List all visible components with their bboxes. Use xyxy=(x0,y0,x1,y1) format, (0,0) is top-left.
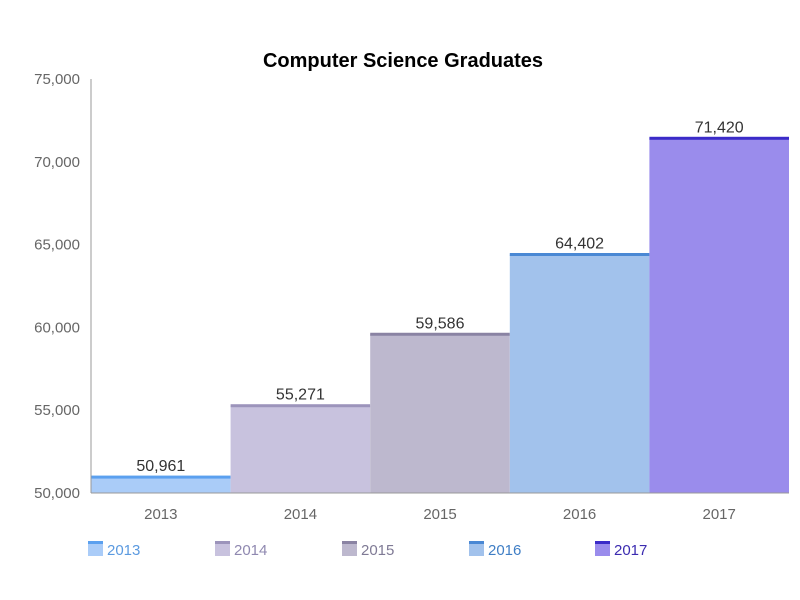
value-label-2017: 71,420 xyxy=(695,119,744,136)
legend-label: 2013 xyxy=(107,542,140,559)
x-tick-label: 2017 xyxy=(703,506,736,523)
value-labels: 50,961 55,271 59,586 64,402 71,420 xyxy=(136,119,743,475)
bar-2015 xyxy=(370,334,510,493)
x-tick-label: 2013 xyxy=(144,506,177,523)
bar-top-line-2014 xyxy=(230,404,371,408)
x-tick-label: 2015 xyxy=(423,506,456,523)
value-label-2014: 55,271 xyxy=(276,387,325,404)
legend-label: 2015 xyxy=(361,542,394,559)
x-tick-label: 2014 xyxy=(284,506,317,523)
y-tick-label: 55,000 xyxy=(34,402,80,419)
bar-2017 xyxy=(649,138,789,494)
y-tick-label: 50,000 xyxy=(34,485,80,502)
value-label-2015: 59,586 xyxy=(416,315,465,332)
legend-swatch xyxy=(342,542,357,556)
value-label-2016: 64,402 xyxy=(555,236,604,253)
bar-top-line-2015 xyxy=(370,332,510,336)
bar-2016 xyxy=(509,254,650,493)
legend-item-2014: 2014 xyxy=(215,541,267,559)
legend-item-2016: 2016 xyxy=(469,541,521,559)
legend-label: 2016 xyxy=(488,542,521,559)
legend-swatch xyxy=(469,542,484,556)
bar-top-line-2017 xyxy=(649,136,789,140)
legend-item-2017: 2017 xyxy=(595,541,647,559)
value-label-2013: 50,961 xyxy=(136,458,185,475)
legend-item-2013: 2013 xyxy=(88,541,140,559)
y-tick-label: 70,000 xyxy=(34,154,80,171)
legend-item-2015: 2015 xyxy=(342,541,394,559)
legend-swatch-top xyxy=(215,541,230,544)
legend-label: 2014 xyxy=(234,542,267,559)
y-tick-label: 65,000 xyxy=(34,237,80,254)
bar-top-line-2016 xyxy=(509,253,650,257)
y-axis-ticks: 50,000 55,000 60,000 65,000 70,000 75,000 xyxy=(34,71,80,502)
legend-swatch xyxy=(88,542,103,556)
x-tick-label: 2016 xyxy=(563,506,596,523)
legend-swatch-top xyxy=(595,541,610,544)
bar-2013 xyxy=(91,477,231,493)
legend: 2013 2014 2015 2016 2017 xyxy=(88,541,647,559)
bar-2014 xyxy=(230,405,371,493)
legend-swatch-top xyxy=(342,541,357,544)
y-tick-label: 75,000 xyxy=(34,71,80,88)
legend-swatch-top xyxy=(88,541,103,544)
bar-top-line-2013 xyxy=(91,475,231,479)
legend-swatch-top xyxy=(469,541,484,544)
y-tick-label: 60,000 xyxy=(34,319,80,336)
legend-swatch xyxy=(595,542,610,556)
chart-title: Computer Science Graduates xyxy=(263,50,543,72)
bars xyxy=(91,136,789,494)
legend-swatch xyxy=(215,542,230,556)
x-axis-ticks: 2013 2014 2015 2016 2017 xyxy=(144,506,736,523)
legend-label: 2017 xyxy=(614,542,647,559)
